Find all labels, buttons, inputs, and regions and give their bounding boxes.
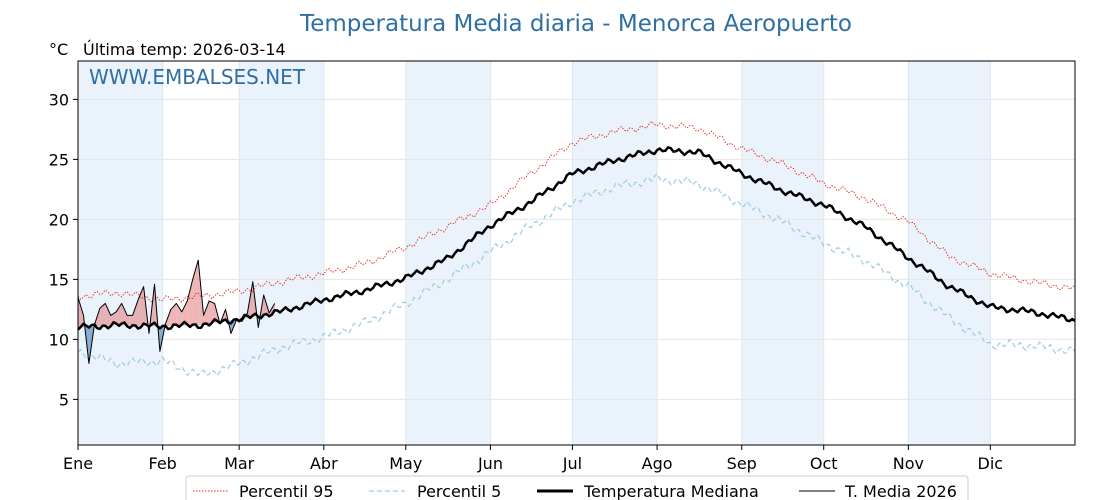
legend-median-label: Temperatura Mediana (583, 482, 759, 500)
x-tick-label-oct: Oct (810, 454, 838, 473)
x-tick-label-sep: Sep (727, 454, 757, 473)
x-axis-ticks: Ene Feb Mar Abr May Jun Jul Ago Sep Oct Nov Dic (63, 445, 1003, 473)
legend-p5-label: Percentil 5 (417, 482, 501, 500)
anomaly-above-fill (203, 301, 210, 325)
x-tick-label-feb: Feb (149, 454, 177, 473)
x-tick-label-jul: Jul (562, 454, 582, 473)
anomaly-above-fill (78, 297, 84, 328)
x-tick-label-dic: Dic (978, 454, 1004, 473)
anomaly-above-fill (132, 299, 139, 326)
x-tick-label-nov: Nov (893, 454, 924, 473)
y-tick-label: 30 (49, 90, 69, 109)
watermark: WWW.EMBALSES.NET (89, 65, 306, 89)
anomaly-above-fill (116, 303, 122, 326)
y-tick-label: 20 (49, 210, 69, 229)
month-band-ene (78, 61, 163, 445)
anomaly-above-fill (170, 303, 177, 326)
series-percentil-5 (77, 172, 1076, 377)
legend-p95-label: Percentil 95 (239, 482, 334, 500)
x-tick-label-abr: Abr (310, 454, 338, 473)
month-band-nov (908, 61, 991, 445)
anomaly-above-fill (127, 315, 133, 326)
anomaly-above-fill (187, 279, 193, 326)
series-percentil-95 (77, 120, 1076, 303)
month-bands (78, 61, 991, 445)
anomaly-above-fill (181, 301, 188, 326)
x-tick-label-jun: Jun (477, 454, 503, 473)
anomaly-above-fill (99, 303, 106, 326)
series-lines (77, 120, 1076, 377)
month-band-jul (572, 61, 658, 445)
x-tick-label-ene: Ene (63, 454, 93, 473)
month-band-mar (239, 61, 324, 445)
y-axis-ticks: 5 10 15 20 25 30 (49, 90, 78, 409)
y-tick-label: 25 (49, 150, 69, 169)
series-temperatura-mediana (77, 146, 1076, 331)
x-tick-label-ago: Ago (642, 454, 673, 473)
legend-box (185, 475, 969, 500)
y-tick-label: 10 (49, 330, 69, 349)
chart-title: Temperatura Media diaria - Menorca Aerop… (299, 11, 852, 37)
month-band-may (405, 61, 491, 445)
anomaly-above-fill (138, 286, 144, 326)
y-unit-label: °C (49, 40, 68, 59)
y-tick-label: 15 (49, 270, 69, 289)
grid-lines (77, 61, 1075, 445)
x-tick-label-mar: Mar (224, 454, 255, 473)
anomaly-above-fill (176, 303, 182, 326)
last-temp-label: Última temp: 2026-03-14 (83, 40, 286, 59)
anomaly-above-fill (121, 303, 128, 326)
y-tick-label: 5 (59, 390, 69, 409)
plot-frame (77, 60, 1076, 446)
legend: Percentil 95 Percentil 5 Temperatura Med… (185, 475, 969, 500)
anomaly-above-fill (192, 260, 199, 326)
anomaly-above-fill (209, 301, 215, 324)
x-tick-label-may: May (389, 454, 422, 473)
legend-current-label: T. Media 2026 (844, 482, 957, 500)
month-band-sep (741, 61, 824, 445)
anomaly-above-fill (105, 303, 111, 326)
series-t-media-2026 (77, 259, 276, 364)
